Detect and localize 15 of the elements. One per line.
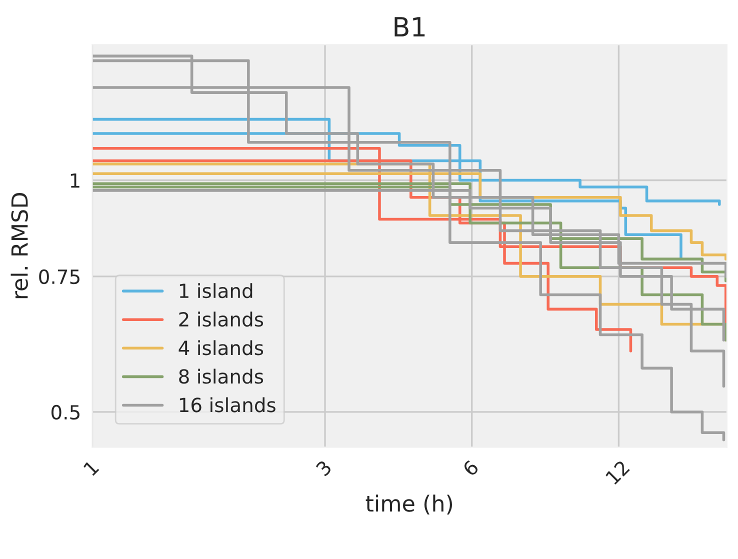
y-tick-label: 1	[70, 173, 80, 188]
chart-title: B1	[394, 17, 425, 36]
x-tick-label: 3	[315, 460, 332, 477]
y-tick-label: 0.5	[52, 404, 80, 420]
legend-label: 1 island	[180, 283, 252, 298]
legend-label: 16 islands	[180, 397, 276, 412]
x-tick-label: 1	[83, 460, 100, 476]
legend-label: 4 islands	[178, 340, 264, 356]
legend-label: 2 islands	[179, 312, 264, 327]
legend-label: 8 islands	[179, 368, 264, 384]
x-axis-title: time (h)	[366, 494, 452, 514]
x-tick-label: 6	[462, 459, 480, 477]
x-tick-label: 12	[605, 460, 630, 485]
y-tick-label: 0.75	[39, 269, 80, 284]
y-axis-title: rel. RMSD	[10, 193, 28, 298]
